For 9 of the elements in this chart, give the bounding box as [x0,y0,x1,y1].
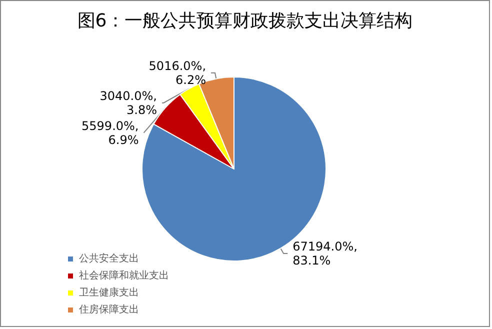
chart-title: 图6：一般公共预算财政拨款支出决算结构 [77,10,413,32]
data-label: 67194.0%, 83.1% [292,240,358,268]
legend-label: 社会保障和就业支出 [79,270,169,282]
legend-label: 卫生健康支出 [79,286,139,298]
data-label: 5016.0%, 6.2% [148,58,206,87]
data-label: 3040.0%, 3.8% [100,88,157,117]
data-label: 5599.0%, 6.9% [82,118,139,147]
legend-label: 公共安全支出 [79,252,139,264]
legend-label: 住房保障支出 [79,304,139,316]
